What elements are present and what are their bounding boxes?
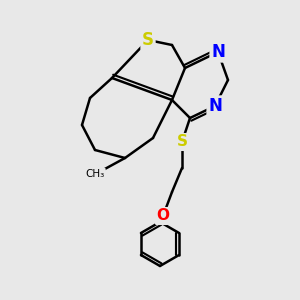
Text: CH₃: CH₃ [85, 169, 105, 179]
Text: S: S [142, 31, 154, 49]
Text: S: S [176, 134, 188, 149]
Text: O: O [157, 208, 169, 224]
Text: N: N [208, 97, 222, 115]
Text: N: N [211, 43, 225, 61]
